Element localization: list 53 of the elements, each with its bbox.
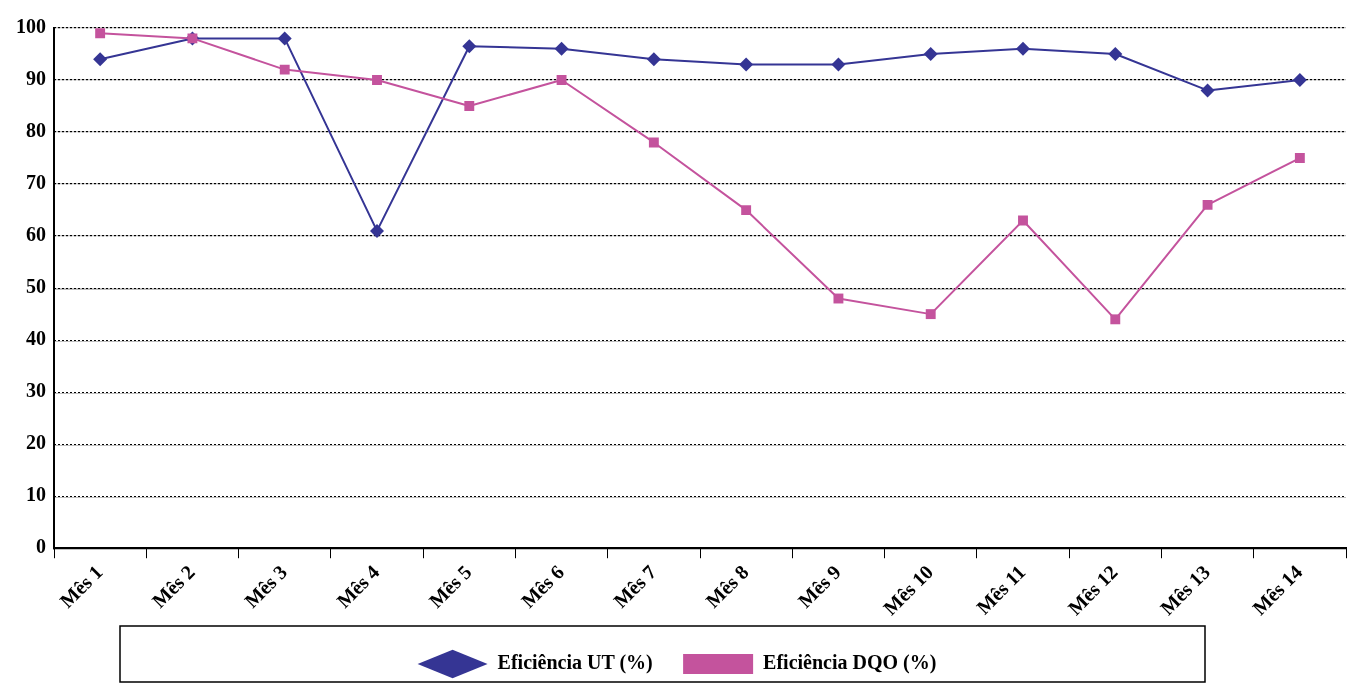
- x-tick-label: Mês 12: [1063, 560, 1122, 620]
- x-tick-label: Mês 9: [793, 560, 845, 612]
- point: [741, 205, 752, 216]
- point: [1202, 199, 1213, 210]
- x-tick-label: Mês 14: [1247, 560, 1307, 620]
- x-tick-label: Mês 13: [1155, 560, 1215, 620]
- point: [1110, 314, 1121, 325]
- point: [831, 57, 846, 72]
- y-tick-label: 30: [26, 379, 46, 402]
- point: [1108, 47, 1123, 62]
- x-tick-label: Mês 7: [609, 560, 661, 612]
- point: [462, 39, 477, 54]
- point: [277, 31, 292, 46]
- y-tick-label: 70: [26, 171, 46, 194]
- point: [95, 28, 106, 39]
- point: [370, 223, 384, 238]
- point: [1016, 41, 1030, 56]
- x-tick-label: Mês 2: [147, 560, 199, 612]
- point: [925, 309, 936, 320]
- y-tick-label: 50: [26, 275, 46, 298]
- point: [739, 57, 754, 72]
- x-tick-label: Mês 4: [332, 560, 384, 612]
- y-tick-label: 60: [26, 223, 46, 246]
- point: [279, 64, 290, 75]
- x-tick-label: Mês 3: [239, 560, 292, 612]
- point: [1294, 153, 1305, 164]
- y-tick-label: 20: [26, 431, 46, 454]
- point: [1018, 215, 1028, 226]
- point: [554, 41, 569, 56]
- point: [372, 75, 382, 85]
- point: [1292, 73, 1307, 88]
- point: [646, 52, 661, 67]
- legend-label: Eficiência UT (%): [497, 651, 653, 675]
- x-tick-label: Mês 11: [971, 560, 1030, 619]
- y-tick-label: 40: [26, 327, 46, 350]
- point: [1200, 83, 1215, 98]
- point: [833, 293, 844, 304]
- point: [464, 101, 475, 111]
- point: [648, 137, 659, 148]
- x-tick-label: Mês 5: [424, 560, 476, 612]
- y-tick-label: 80: [26, 119, 46, 142]
- y-tick-label: 10: [26, 483, 46, 506]
- x-tick-label: Mês 10: [878, 560, 938, 620]
- point: [923, 47, 938, 62]
- y-tick-label: 0: [36, 535, 46, 558]
- y-tick-label: 90: [26, 67, 46, 90]
- legend-label: Eficiência DQO (%): [763, 651, 937, 675]
- x-tick-label: Mês 8: [701, 560, 753, 612]
- point: [93, 52, 108, 67]
- x-tick-label: Mês 6: [516, 560, 569, 612]
- point: [556, 75, 567, 85]
- x-tick-label: Mês 1: [55, 560, 107, 612]
- y-tick-label: 100: [16, 15, 46, 38]
